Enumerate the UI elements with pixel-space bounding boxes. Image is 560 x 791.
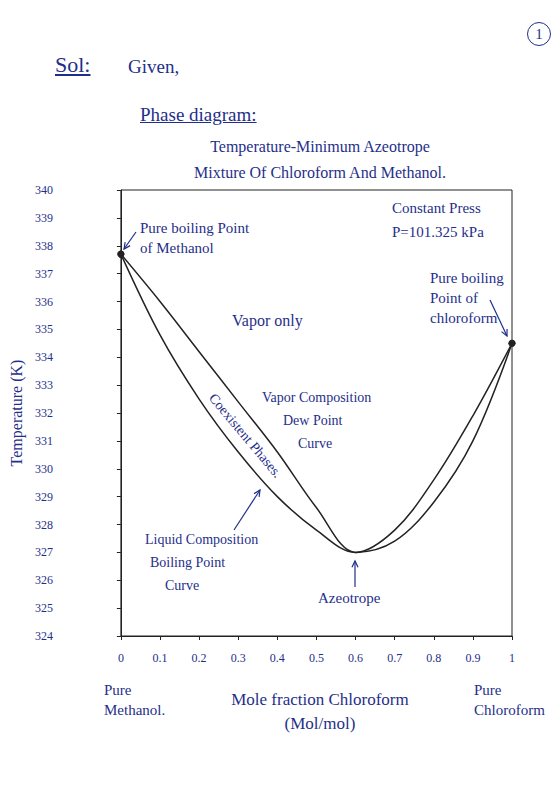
html-text:Pure boiling: Pure boiling — [430, 270, 504, 286]
html-text:Mole fraction Chloroform (Mol/: Mole fraction Chloroform (Mol/mol) — [231, 690, 409, 733]
svg-text:1: 1 — [509, 651, 515, 665]
svg-text:324: 324 — [35, 629, 53, 643]
html-text:Curve: Curve — [298, 436, 333, 451]
html-text:Pure: Pure — [474, 682, 502, 698]
html-text:Pure boiling Point: Pure boiling Point — [140, 220, 250, 236]
html-text:Boiling Point: Boiling Point — [150, 555, 226, 570]
html-text:Sol:: Sol: — [55, 52, 91, 77]
svg-text:337: 337 — [35, 267, 53, 281]
html-text:Coexistent Phases.: Coexistent Phases. — [205, 390, 285, 481]
svg-text:326: 326 — [35, 573, 53, 587]
svg-text:Temperature (K): Temperature (K) — [8, 360, 26, 467]
svg-text:334: 334 — [35, 350, 53, 364]
html-text:Azeotrope: Azeotrope — [318, 590, 381, 606]
html-text:chloroform: chloroform — [430, 310, 498, 326]
html-text:Phase diagram:: Phase diagram: — [140, 104, 257, 125]
html-text:Temperature-Minimum Azeotrope: Temperature-Minimum Azeotrope — [210, 138, 430, 155]
svg-text:327: 327 — [35, 545, 53, 559]
svg-text:0.1: 0.1 — [153, 651, 168, 665]
svg-text:331: 331 — [35, 434, 53, 448]
html-text:Dew Point: Dew Point — [283, 413, 343, 428]
html-text:Methanol.: Methanol. — [104, 702, 166, 718]
svg-text:0.9: 0.9 — [465, 651, 480, 665]
html-text:of Methanol: of Methanol — [140, 240, 214, 256]
svg-text:0.2: 0.2 — [192, 651, 207, 665]
svg-text:328: 328 — [35, 518, 53, 532]
svg-text:0.7: 0.7 — [387, 651, 402, 665]
svg-text:0.3: 0.3 — [231, 651, 246, 665]
svg-text:338: 338 — [35, 239, 53, 253]
svg-text:0.8: 0.8 — [426, 651, 441, 665]
html-text:Curve: Curve — [165, 578, 200, 593]
svg-text:0: 0 — [118, 651, 124, 665]
svg-text:0.5: 0.5 — [309, 651, 324, 665]
html-text:Point of: Point of — [430, 290, 478, 306]
html-text:Vapor Composition: Vapor Composition — [262, 390, 372, 405]
svg-text:330: 330 — [35, 462, 53, 476]
html-text:Liquid Composition: Liquid Composition — [145, 532, 259, 547]
html-text:1: 1 — [535, 26, 543, 42]
html-text:Chloroform: Chloroform — [474, 702, 545, 718]
svg-text:0.4: 0.4 — [270, 651, 285, 665]
svg-text:329: 329 — [35, 490, 53, 504]
html-text:Given,: Given, — [128, 56, 180, 77]
html-text:Mixture Of Chloroform And Meth: Mixture Of Chloroform And Methanol. — [194, 164, 446, 181]
svg-text:335: 335 — [35, 322, 53, 336]
html-text:Pure: Pure — [104, 682, 132, 698]
html-text:P=101.325 kPa: P=101.325 kPa — [392, 224, 484, 240]
svg-text:339: 339 — [35, 211, 53, 225]
svg-text:333: 333 — [35, 378, 53, 392]
html-text:Vapor only: Vapor only — [232, 312, 303, 329]
svg-text:0.6: 0.6 — [348, 651, 363, 665]
svg-text:332: 332 — [35, 406, 53, 420]
svg-text:336: 336 — [35, 295, 53, 309]
html-text:Constant Press: Constant Press — [392, 200, 481, 216]
svg-text:325: 325 — [35, 601, 53, 615]
svg-text:340: 340 — [35, 183, 53, 197]
